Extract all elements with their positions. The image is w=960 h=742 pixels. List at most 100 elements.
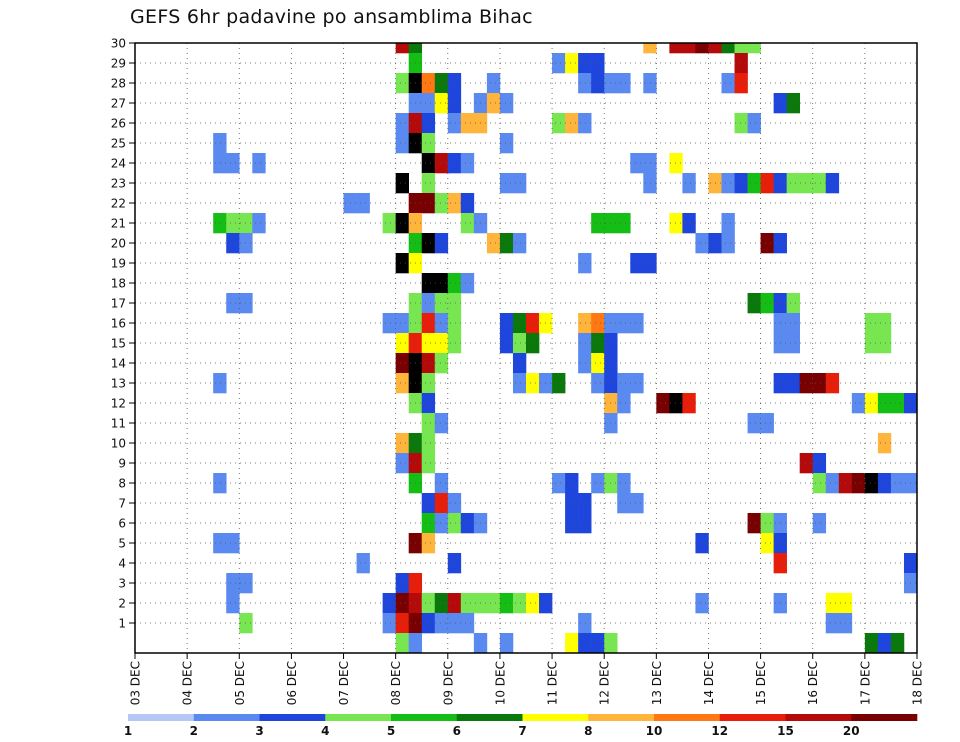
heatmap-cell — [213, 153, 227, 174]
x-tick-label: 13 DEC — [650, 661, 664, 705]
y-tick-label: 27 — [111, 97, 126, 111]
heatmap-cell — [226, 533, 240, 554]
x-tick-label: 15 DEC — [754, 661, 768, 705]
heatmap-cell — [226, 213, 240, 234]
heatmap-cell — [643, 253, 657, 274]
colorbar-swatch — [719, 714, 786, 721]
heatmap-cell — [669, 153, 683, 174]
heatmap-cell — [604, 633, 618, 654]
heatmap-cell — [408, 633, 423, 654]
heatmap-cell — [578, 113, 592, 134]
heatmap-cell — [499, 313, 514, 334]
heatmap-cell — [812, 513, 827, 534]
heatmap-cell — [499, 593, 514, 614]
heatmap-cell — [669, 393, 683, 414]
y-tick-label: 9 — [118, 457, 126, 471]
heatmap-cell — [786, 93, 800, 114]
heatmap-cell — [434, 333, 449, 354]
heatmap-cell — [434, 493, 449, 514]
heatmap-cell — [617, 473, 631, 494]
x-tick-label: 09 DEC — [441, 661, 455, 705]
colorbar-swatch — [193, 714, 260, 721]
heatmap-cell — [786, 293, 800, 314]
heatmap-cell — [421, 293, 436, 314]
colorbar-label: 7 — [518, 724, 526, 738]
y-tick-label: 12 — [111, 397, 126, 411]
heatmap-cell — [760, 173, 774, 194]
heatmap-cell — [395, 333, 409, 354]
y-tick-label: 28 — [111, 77, 126, 91]
colorbar-swatch — [785, 714, 852, 721]
heatmap-cell — [421, 353, 436, 374]
heatmap-cell — [617, 313, 631, 334]
y-tick-label: 16 — [111, 317, 126, 331]
heatmap-cell — [786, 373, 800, 394]
heatmap-cell — [877, 633, 892, 654]
heatmap-cell — [682, 43, 696, 54]
heatmap-cell — [447, 613, 462, 634]
heatmap-cell — [786, 313, 800, 334]
heatmap-cell — [877, 393, 892, 414]
heatmap-cell — [747, 513, 761, 534]
heatmap-cell — [460, 193, 475, 214]
heatmap-cell — [226, 293, 240, 314]
heatmap-cell — [799, 373, 814, 394]
y-tick-label: 18 — [111, 277, 126, 291]
heatmap-cell — [447, 553, 462, 574]
heatmap-cell — [499, 173, 514, 194]
chart-title: GEFS 6hr padavine po ansamblima Bihac — [130, 6, 533, 28]
colorbar-swatch — [522, 714, 589, 721]
heatmap-cell — [565, 473, 579, 494]
heatmap-cell — [552, 473, 566, 494]
heatmap-cell — [721, 233, 735, 254]
heatmap-cell — [565, 493, 579, 514]
heatmap-cell — [421, 73, 436, 94]
heatmap-cell — [421, 593, 436, 614]
colorbar-swatch — [325, 714, 392, 721]
heatmap-cell — [486, 233, 501, 254]
heatmap-cell — [877, 473, 892, 494]
heatmap-cell — [395, 353, 409, 374]
heatmap-cell — [460, 593, 475, 614]
heatmap-cell — [630, 373, 644, 394]
heatmap-cell — [565, 633, 579, 654]
heatmap-cell — [721, 43, 735, 54]
heatmap-cell — [434, 353, 449, 374]
heatmap-cell — [578, 253, 592, 274]
heatmap-cell — [434, 93, 449, 114]
heatmap-cell — [499, 133, 514, 154]
heatmap-cell — [591, 473, 605, 494]
heatmap-cell — [421, 613, 436, 634]
heatmap-cell — [812, 173, 827, 194]
heatmap-cell — [643, 73, 657, 94]
heatmap-cell — [395, 133, 409, 154]
heatmap-cell — [591, 73, 605, 94]
colorbar-swatch — [128, 714, 195, 721]
axis-layer: 1234567891011121314151617181920212223242… — [111, 37, 925, 706]
colorbar-label: 8 — [584, 724, 592, 738]
heatmap-cell — [578, 73, 592, 94]
heatmap-cell — [877, 333, 892, 354]
y-tick-label: 14 — [111, 357, 126, 371]
heatmap-cell — [591, 373, 605, 394]
heatmap-cell — [695, 593, 709, 614]
heatmap-cell — [578, 513, 592, 534]
heatmap-cell — [877, 433, 892, 454]
heatmap-cell — [526, 373, 540, 394]
heatmap-cell — [630, 493, 644, 514]
heatmap-cell — [512, 373, 527, 394]
heatmap-cell — [812, 473, 827, 494]
heatmap-cell — [864, 313, 879, 334]
cells-layer — [213, 43, 918, 654]
heatmap-cell — [565, 513, 579, 534]
heatmap-cell — [434, 613, 449, 634]
colorbar-swatch — [588, 714, 655, 721]
heatmap-cell — [460, 113, 475, 134]
heatmap-cell — [395, 453, 409, 474]
y-tick-label: 23 — [111, 177, 126, 191]
heatmap-cell — [760, 533, 774, 554]
colorbar-label: 1 — [124, 724, 132, 738]
heatmap-cell — [643, 153, 657, 174]
heatmap-cell — [421, 373, 436, 394]
